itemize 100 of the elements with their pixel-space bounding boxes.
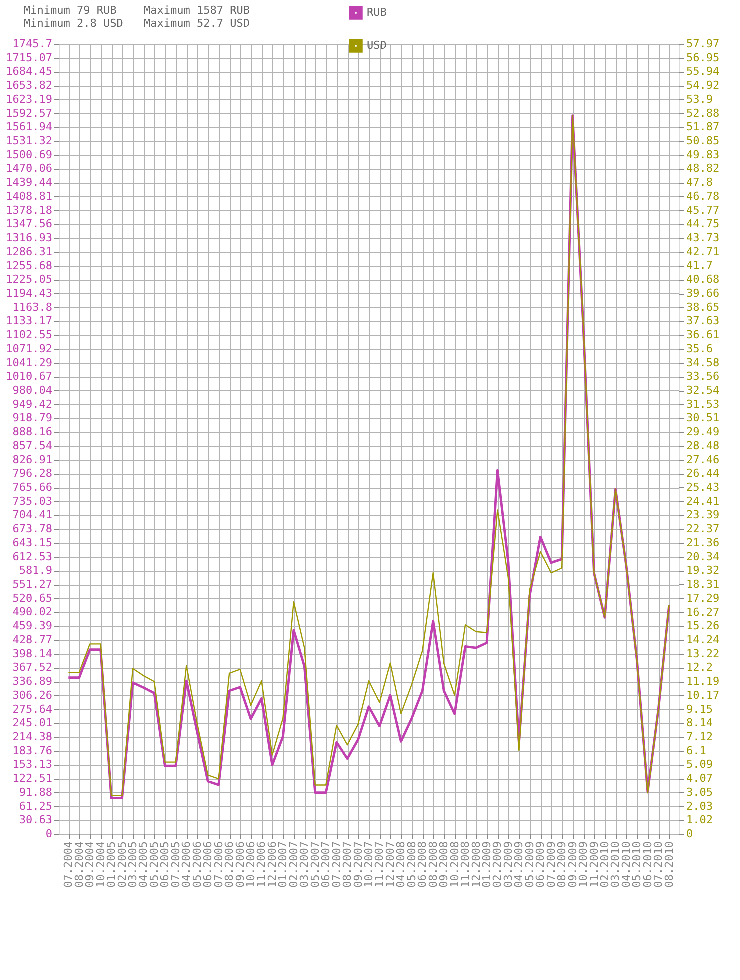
y2-tick-label: 57.97	[686, 38, 720, 50]
y2-tick-label: 55.94	[686, 65, 720, 78]
y-tick-label: 520.65	[12, 592, 52, 605]
y-tick-label: 1225.05	[6, 273, 52, 286]
y-tick-label: 1071.92	[6, 342, 52, 356]
x-tick-label: 04.2010	[620, 842, 633, 888]
y-tick-label: 918.79	[12, 412, 52, 425]
y-tick-label: 0	[46, 828, 52, 840]
y2-tick-label: 2.03	[686, 800, 713, 813]
y-tick-label: 306.26	[12, 688, 52, 702]
x-tick-label: 05.2007	[308, 842, 322, 888]
y2-tick-label: 25.43	[686, 480, 720, 494]
y2-tick-label: 3.05	[686, 786, 713, 799]
x-tick-label: 02.2009	[491, 842, 504, 888]
x-tick-label: 08.2009	[556, 842, 569, 888]
x-tick-label: 06.2006	[202, 842, 215, 888]
y2-tick-label: 16.27	[686, 606, 720, 619]
y-tick-label: 796.28	[12, 467, 52, 480]
x-tick-label: 01.2009	[480, 842, 494, 888]
y-tick-label: 1194.43	[6, 286, 52, 300]
y2-tick-label: 0	[686, 828, 694, 840]
x-tick-label: 07.2007	[330, 842, 344, 888]
x-tick-label: 10.2004	[94, 841, 108, 888]
y2-tick-label: 48.82	[686, 162, 720, 176]
y2-tick-label: 47.8	[686, 176, 713, 190]
y2-tick-label: 33.56	[686, 370, 720, 384]
x-tick-label: 08.2004	[72, 841, 86, 888]
x-tick-label: 09.2006	[234, 842, 247, 888]
y-tick-label: 428.77	[12, 633, 52, 646]
y-tick-label: 61.25	[19, 800, 52, 813]
y2-tick-label: 26.44	[686, 467, 720, 480]
x-tick-label: 06.2008	[416, 842, 430, 888]
y2-tick-label: 17.29	[686, 592, 720, 605]
y2-tick-label: 11.19	[686, 675, 720, 688]
legend-label: USD	[367, 39, 387, 52]
text: Minimum 2.8 USD	[24, 17, 124, 30]
x-tick-label: 04.2009	[512, 842, 526, 888]
x-tick-label: 03.2007	[298, 842, 312, 888]
y-tick-label: 1745.7	[12, 38, 52, 50]
y-tick-label: 1316.93	[6, 232, 52, 245]
y2-tick-label: 34.58	[686, 356, 720, 370]
y2-tick-label: 51.87	[686, 120, 720, 134]
y2-tick-label: 38.65	[686, 300, 720, 314]
y-tick-label: 398.14	[12, 647, 53, 660]
y-tick-label: 1255.68	[6, 259, 52, 272]
y-tick-label: 1439.44	[6, 176, 53, 190]
y2-tick-label: 30.51	[686, 412, 720, 425]
y2-tick-label: 7.12	[686, 730, 713, 744]
y-tick-label: 1010.67	[6, 370, 52, 384]
y-tick-label: 245.01	[12, 716, 52, 730]
x-tick-label: 11.2007	[373, 842, 386, 888]
y-tick-label: 673.78	[12, 522, 52, 536]
y2-tick-label: 29.49	[686, 426, 720, 439]
y2-tick-label: 53.9	[686, 92, 713, 106]
x-tick-label: 07.2009	[544, 842, 558, 888]
y-tick-label: 1286.31	[6, 245, 52, 258]
x-tick-label: 11.2006	[255, 842, 268, 888]
y2-tick-label: 19.32	[686, 564, 720, 578]
y2-tick-label: 5.09	[686, 758, 713, 772]
y-tick-label: 1408.81	[6, 190, 52, 203]
x-tick-label: 08.2010	[662, 842, 676, 888]
y2-tick-label: 37.63	[686, 314, 720, 328]
x-tick-label: 07.2004	[62, 841, 76, 888]
x-tick-label: 05.2009	[523, 842, 536, 888]
y-tick-label: 612.53	[12, 550, 52, 564]
y2-tick-label: 27.46	[686, 453, 720, 466]
y-tick-label: 1347.56	[6, 218, 52, 231]
y-tick-label: 980.04	[12, 384, 53, 397]
y2-tick-label: 49.83	[686, 148, 720, 162]
x-tick-label: 04.2006	[180, 842, 194, 888]
y-tick-label: 1102.55	[6, 328, 52, 342]
y-tick-label: 765.66	[12, 481, 52, 494]
text: Minimum 79 RUB	[24, 4, 118, 17]
x-tick-label: 09.2008	[438, 842, 451, 888]
y2-tick-label: 20.34	[686, 550, 720, 564]
y-tick-label: 1531.32	[6, 134, 52, 148]
x-tick-label: 09.2007	[352, 842, 365, 888]
y2-tick-label: 18.31	[686, 578, 720, 591]
y-tick-label: 1715.07	[6, 51, 52, 64]
y-tick-label: 704.41	[12, 508, 52, 522]
y2-tick-label: 40.68	[686, 273, 720, 286]
x-tick-label: 07.2006	[212, 842, 226, 888]
x-tick-label: 03.2010	[609, 842, 622, 888]
y-tick-label: 214.38	[12, 730, 52, 744]
y2-tick-label: 31.53	[686, 398, 720, 411]
y2-tick-label: 56.95	[686, 51, 720, 64]
x-tick-label: 09.2009	[566, 842, 580, 888]
y-tick-label: 1133.17	[6, 314, 52, 328]
y-tick-label: 367.52	[12, 661, 52, 674]
x-tick-label: 09.2004	[84, 841, 97, 888]
text: Maximum 1587 RUB	[144, 4, 250, 17]
y2-tick-label: 9.15	[686, 702, 713, 716]
y2-tick-label: 23.39	[686, 508, 720, 522]
y-tick-label: 1653.82	[6, 79, 52, 92]
y-tick-label: 1500.69	[6, 148, 52, 162]
y-tick-label: 888.16	[12, 426, 52, 439]
legend-label: RUB	[367, 6, 388, 19]
x-tick-label: 11.2008	[459, 842, 472, 888]
y2-tick-label: 21.36	[686, 536, 720, 550]
x-tick-label: 12.2006	[266, 842, 279, 888]
